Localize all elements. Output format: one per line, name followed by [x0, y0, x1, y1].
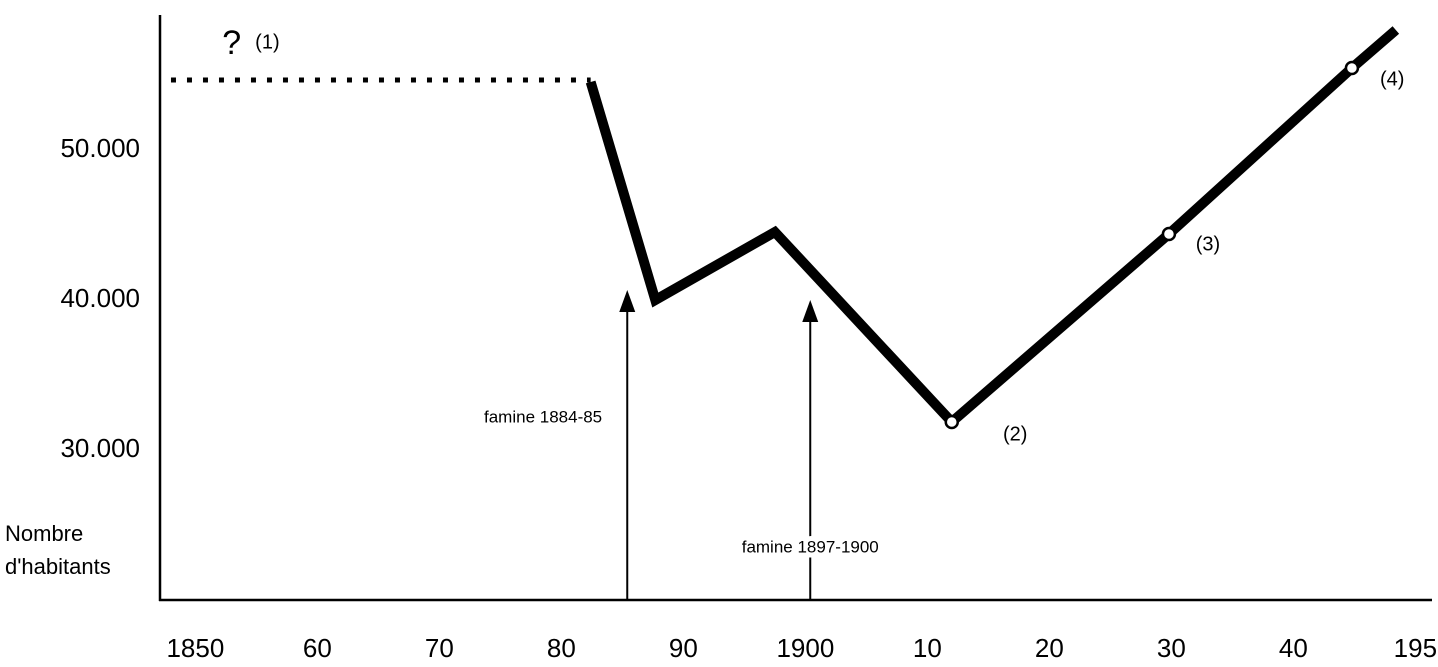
question-mark: ?: [222, 24, 241, 62]
x-tick-label: 60: [303, 633, 332, 663]
y-tick-label: 40.000: [60, 283, 140, 313]
y-axis-label: Nombre: [5, 521, 83, 546]
point-marker: [944, 414, 960, 430]
arrow-label: famine 1897-1900: [742, 537, 879, 556]
x-tick-label: 90: [669, 633, 698, 663]
annotation: (3): [1196, 233, 1220, 255]
annotation: (1): [255, 31, 279, 53]
arrow-head: [619, 289, 636, 312]
x-tick-label: 10: [913, 633, 942, 663]
x-tick-label: 20: [1035, 633, 1064, 663]
y-tick-label: 50.000: [60, 133, 140, 163]
x-tick-label: 30: [1157, 633, 1186, 663]
arrow-label: famine 1884-85: [484, 407, 602, 426]
x-tick-label: 80: [547, 633, 576, 663]
x-tick-label: 1850: [166, 633, 224, 663]
point-marker: [1161, 226, 1177, 242]
y-tick-label: 30.000: [60, 433, 140, 463]
x-tick-label: 195: [1394, 633, 1437, 663]
y-axis-label: d'habitants: [5, 554, 111, 579]
x-tick-label: 70: [425, 633, 454, 663]
arrow-head: [802, 300, 819, 322]
x-tick-label: 40: [1279, 633, 1308, 663]
point-marker: [1344, 60, 1360, 76]
annotation: (2): [1003, 423, 1027, 445]
population-line: [585, 26, 1400, 429]
x-tick-label: 1900: [776, 633, 834, 663]
annotation: (4): [1380, 68, 1404, 90]
